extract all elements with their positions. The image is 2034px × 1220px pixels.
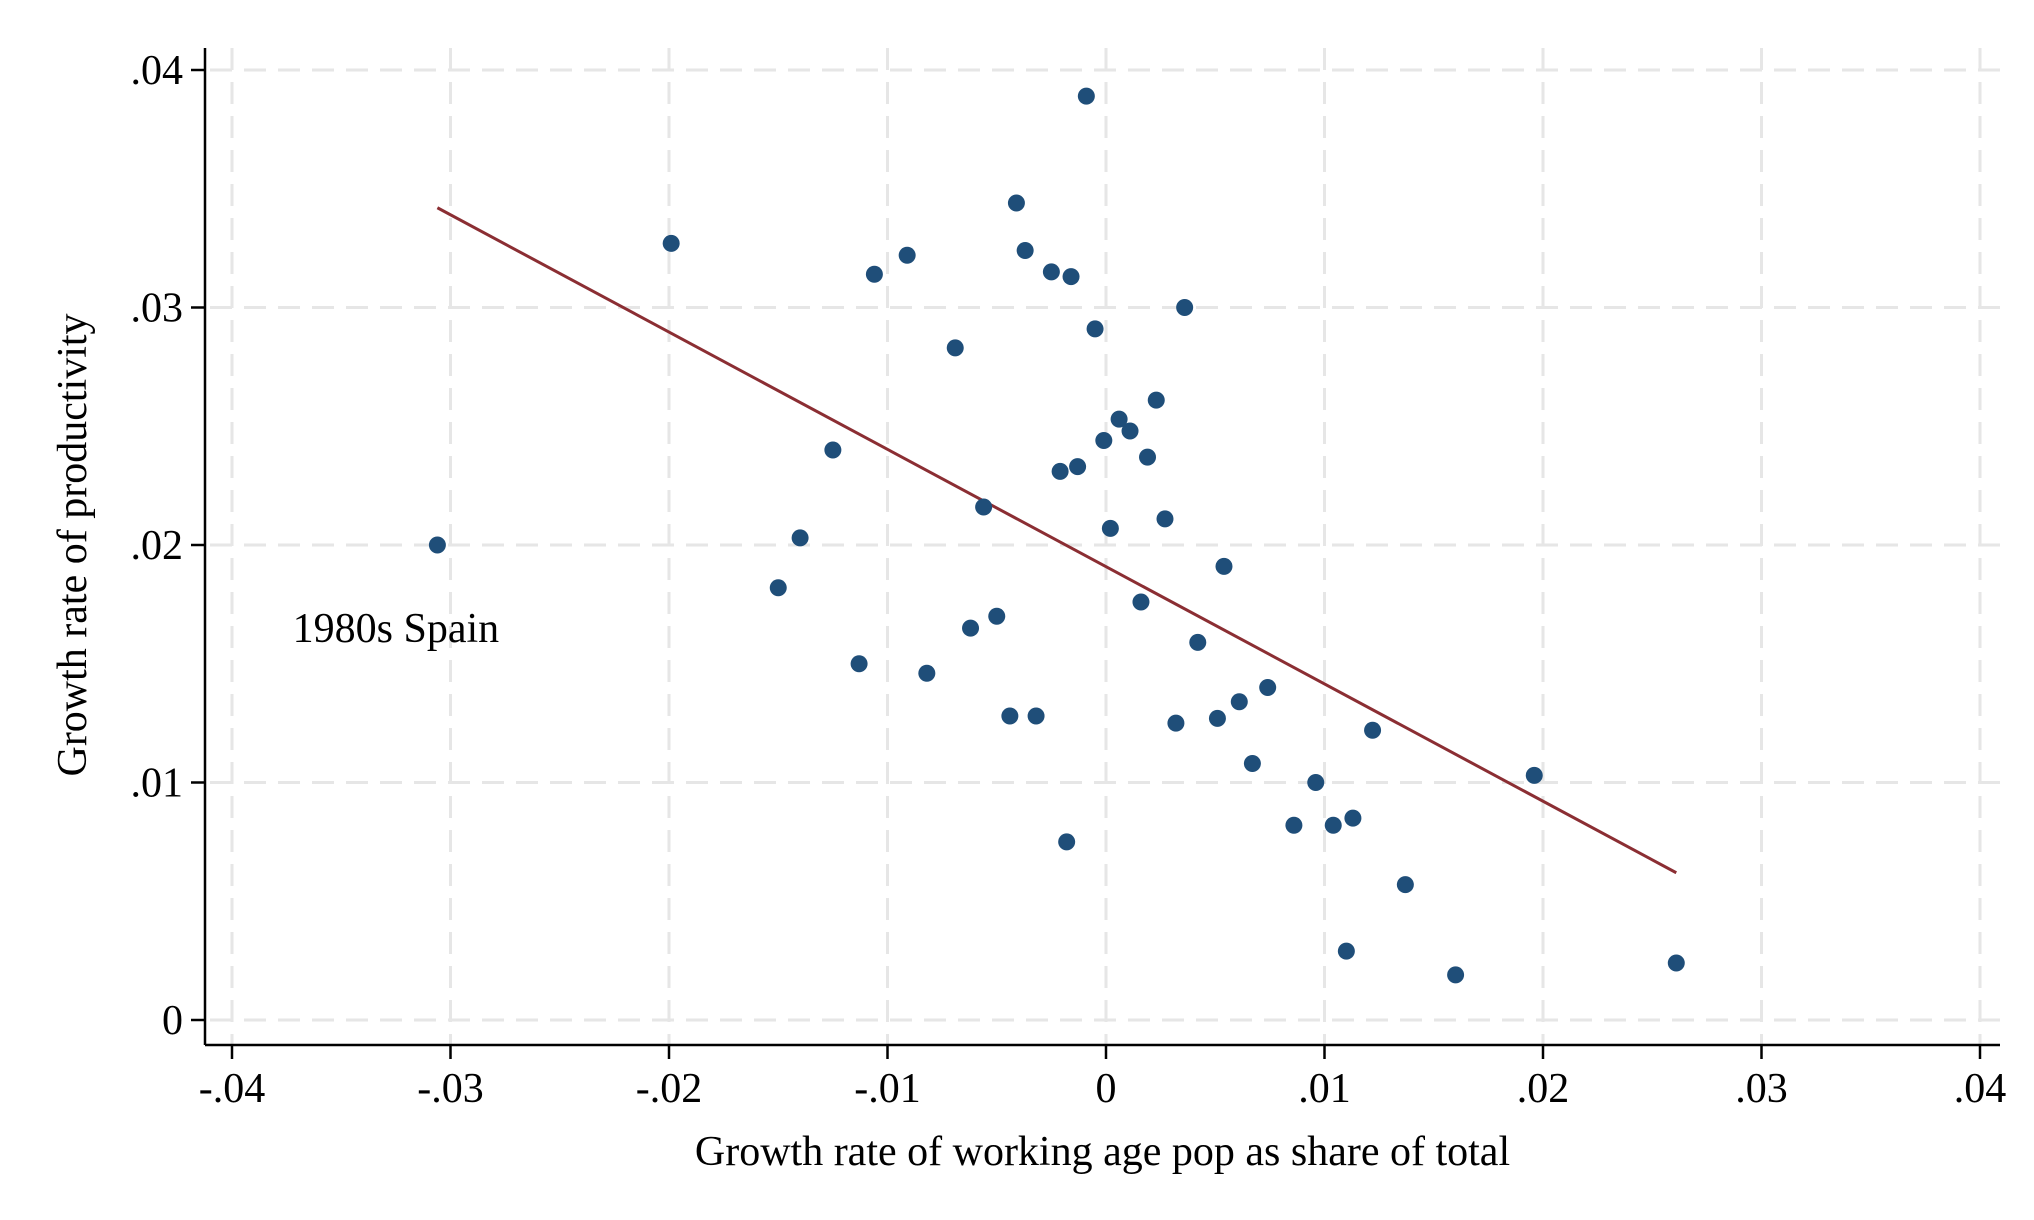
scatter-point (1167, 714, 1185, 732)
scatter-point (1077, 87, 1095, 105)
x-tick-label: .04 (1954, 1066, 2007, 1112)
scatter-point (1007, 194, 1025, 212)
scatter-point (1208, 709, 1226, 727)
y-tick-label: .02 (131, 523, 184, 569)
labels-layer: 0 .01 .02 .03 .04 -.04 -.03 -.02 -.01 0 .01 .02 .03.… (50, 48, 2006, 1175)
scatter-point (1176, 299, 1194, 316)
y-axis-title: Growth rate of productivity (50, 313, 96, 776)
y-tick-label: .04 (131, 48, 184, 94)
scatter-point (1364, 721, 1382, 739)
scatter-point (1156, 510, 1174, 528)
scatter-point (1058, 833, 1076, 851)
scatter-point (898, 246, 916, 264)
scatter-point (1132, 593, 1150, 611)
x-tick-label: .01 (1298, 1066, 1351, 1112)
scatter-point (1667, 954, 1685, 972)
scatter-point (428, 536, 446, 554)
scatter-point (1121, 422, 1139, 440)
scatter-point (1001, 707, 1019, 725)
scatter-point (1086, 320, 1104, 338)
scatter-point (1016, 242, 1034, 259)
scatter-point (1243, 755, 1261, 772)
scatter-point (1344, 809, 1362, 827)
scatter-point (1042, 263, 1060, 281)
scatter-point (824, 441, 842, 459)
x-tick-label: -.04 (199, 1066, 266, 1112)
scatter-point (1285, 816, 1303, 834)
x-tick-label: -.01 (854, 1066, 921, 1112)
scatter-point (1307, 774, 1325, 791)
scatter-point (1189, 633, 1207, 651)
scatter-point (962, 619, 980, 637)
scatter-point (1337, 942, 1355, 960)
x-tick-label: 0 (1096, 1066, 1117, 1112)
scatter-point (1259, 679, 1277, 696)
scatter-point (1525, 766, 1543, 784)
y-tick-label: .01 (131, 761, 184, 807)
scatter-point (1051, 462, 1069, 480)
scatter-point (1230, 693, 1248, 711)
scatter-point (1062, 268, 1080, 286)
scatter-point (1110, 410, 1128, 428)
scatter-point (1447, 966, 1465, 984)
y-tick-label: 0 (162, 998, 183, 1044)
grid-layer (210, 48, 2000, 1045)
points-layer (428, 87, 1685, 984)
scatter-point (988, 607, 1006, 625)
scatter-point (791, 529, 809, 547)
x-tick-label: -.03 (417, 1066, 484, 1112)
scatter-point (1215, 557, 1233, 575)
fit-line (436, 206, 1677, 875)
x-tick-label: .03 (1735, 1066, 1788, 1112)
scatter-point (865, 265, 883, 283)
scatter-point (946, 339, 964, 357)
annotation-label: 1980s Spain (293, 606, 500, 652)
scatter-point (1396, 876, 1414, 894)
scatter-point (850, 655, 868, 673)
x-axis-title: Growth rate of working age pop as share … (695, 1129, 1510, 1175)
scatter-point (1069, 458, 1087, 476)
scatter-point (1095, 432, 1113, 449)
scatter-point (1139, 448, 1157, 466)
scatter-point (769, 579, 787, 597)
y-tick-label: .03 (131, 286, 184, 332)
scatter-point (918, 664, 936, 682)
x-tick-label: -.02 (636, 1066, 703, 1112)
scatter-point (975, 498, 993, 516)
x-tick-label: .02 (1517, 1066, 1570, 1112)
scatter-point (1027, 707, 1045, 725)
scatter-point (1147, 391, 1165, 409)
scatter-point (1324, 816, 1342, 834)
scatter-point (1101, 519, 1119, 537)
scatter-point (662, 234, 680, 252)
axes-layer (191, 48, 2000, 1059)
fit-line-layer (436, 206, 1677, 875)
